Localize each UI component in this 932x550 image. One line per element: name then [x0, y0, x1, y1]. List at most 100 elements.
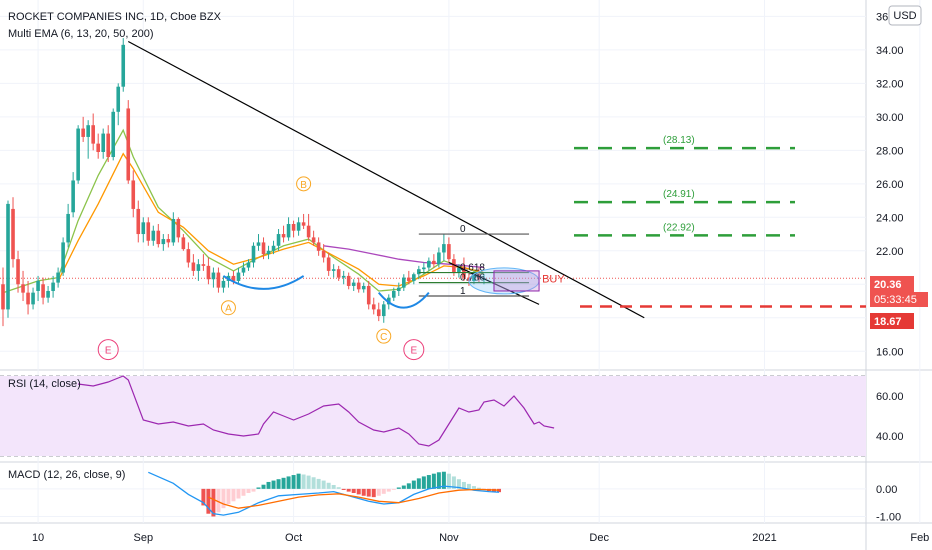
candle-body: [396, 287, 401, 291]
macd-histogram-bar: [456, 479, 461, 489]
cup-arc-c[interactable]: [377, 292, 430, 309]
macd-histogram-bar: [416, 478, 421, 489]
candle-body: [136, 208, 141, 235]
candle-body: [11, 208, 15, 260]
candle-body: [106, 133, 111, 158]
candle-body: [276, 234, 281, 246]
macd-histogram-bar: [361, 488, 366, 496]
candle-body: [266, 250, 271, 255]
candle-body: [101, 133, 105, 152]
macd-histogram-bar: [331, 484, 336, 489]
fib-level-label: 1: [460, 286, 466, 297]
macd-histogram-bar: [421, 476, 426, 489]
x-tick-label: Feb: [910, 532, 929, 544]
price-tick-label: 34.00: [876, 45, 904, 57]
candle-body: [336, 269, 341, 278]
wave-label: A: [225, 304, 232, 315]
x-tick-label: 10: [32, 532, 44, 544]
candle-body: [211, 272, 216, 280]
macd-histogram-bar: [236, 488, 241, 499]
price-tick-label: 28.00: [876, 145, 904, 157]
x-tick-label: Dec: [589, 532, 609, 544]
candle-body: [191, 262, 196, 271]
candle-body: [381, 304, 386, 317]
x-tick-label: Nov: [439, 532, 459, 544]
candle-body: [371, 304, 376, 310]
macd-histogram-bar: [371, 488, 376, 498]
macd-histogram-bar: [451, 476, 456, 489]
candle-body: [457, 267, 461, 273]
candle-body: [402, 277, 406, 288]
candle-body: [51, 282, 55, 291]
candle-body: [206, 265, 211, 280]
candle-body: [216, 272, 221, 288]
x-tick-label: 2021: [752, 532, 776, 544]
target-label: (24.91): [663, 189, 695, 200]
drawings[interactable]: 0 0.6180.786 1 BUY (28.13) (24.91) (22.92) B A C E…: [97, 40, 866, 361]
candle-body: [422, 267, 426, 270]
macd-histogram-bar: [441, 471, 446, 489]
macd-histogram-bar: [386, 488, 391, 492]
macd-tick-label: -1.00: [876, 511, 901, 523]
buy-label: BUY: [542, 274, 565, 286]
currency-button[interactable]: USD: [888, 5, 922, 26]
macd-histogram-bar: [496, 488, 501, 493]
ema-line: [57, 152, 485, 287]
candle-body: [326, 257, 331, 271]
macd-histogram-bar: [296, 473, 301, 489]
fib-level-label: 0.786: [460, 273, 485, 284]
chart-title: ROCKET COMPANIES INC, 1D, Cboe BZX: [8, 11, 222, 23]
macd-histogram-bar: [396, 487, 401, 489]
macd-histogram-bar: [306, 475, 311, 489]
countdown-label: 05:33:45: [874, 294, 917, 306]
macd-histogram-bar: [341, 488, 346, 490]
wave-label-circle: [296, 176, 312, 192]
macd-plot: [148, 471, 501, 517]
candle-body: [231, 275, 236, 281]
macd-histogram-bar: [401, 485, 406, 489]
macd-histogram-bar: [256, 487, 261, 489]
macd-histogram-bar: [276, 479, 281, 489]
candle-body: [171, 218, 176, 243]
candle-body: [41, 284, 45, 298]
candle-body: [391, 290, 396, 298]
macd-histogram-bar: [311, 477, 316, 489]
candle-body: [181, 237, 186, 250]
candle-body: [96, 143, 100, 152]
candle-body: [176, 218, 181, 238]
macd-histogram-bar: [466, 483, 471, 489]
macd-histogram-bar: [411, 480, 416, 489]
candle-body: [121, 44, 126, 87]
cup-arc-a[interactable]: [222, 275, 305, 290]
candle-body: [151, 230, 156, 241]
candle-body: [412, 274, 416, 281]
candle-body: [256, 242, 261, 246]
buy-zone[interactable]: [493, 270, 540, 292]
rsi-tick-label: 60.00: [876, 391, 904, 403]
macd-histogram-bar: [281, 477, 286, 489]
candle-body: [251, 245, 256, 263]
macd-histogram-bar: [366, 488, 371, 497]
candle-body: [376, 309, 381, 317]
macd-histogram-bar: [446, 473, 451, 489]
macd-histogram-bar: [316, 478, 321, 489]
candle-body: [351, 282, 356, 286]
currency-label: USD: [893, 10, 916, 22]
wave-label: E: [105, 346, 112, 357]
macd-histogram-bar: [406, 483, 411, 489]
candle-body: [321, 250, 326, 258]
wave-label-circle: [97, 339, 119, 361]
candle-body: [316, 242, 321, 251]
last-price-label: 20.36: [874, 279, 902, 291]
macd-histogram-bar: [246, 488, 251, 493]
trendline[interactable]: [127, 40, 645, 319]
candle-body: [301, 222, 306, 226]
macd-line: [148, 471, 500, 516]
macd-histogram-bar: [231, 488, 236, 502]
candle-body: [361, 285, 366, 290]
macd-histogram-bar: [336, 487, 341, 489]
macd-histogram-bar: [391, 488, 396, 490]
candle-body: [56, 272, 60, 283]
candle-body: [16, 259, 20, 285]
